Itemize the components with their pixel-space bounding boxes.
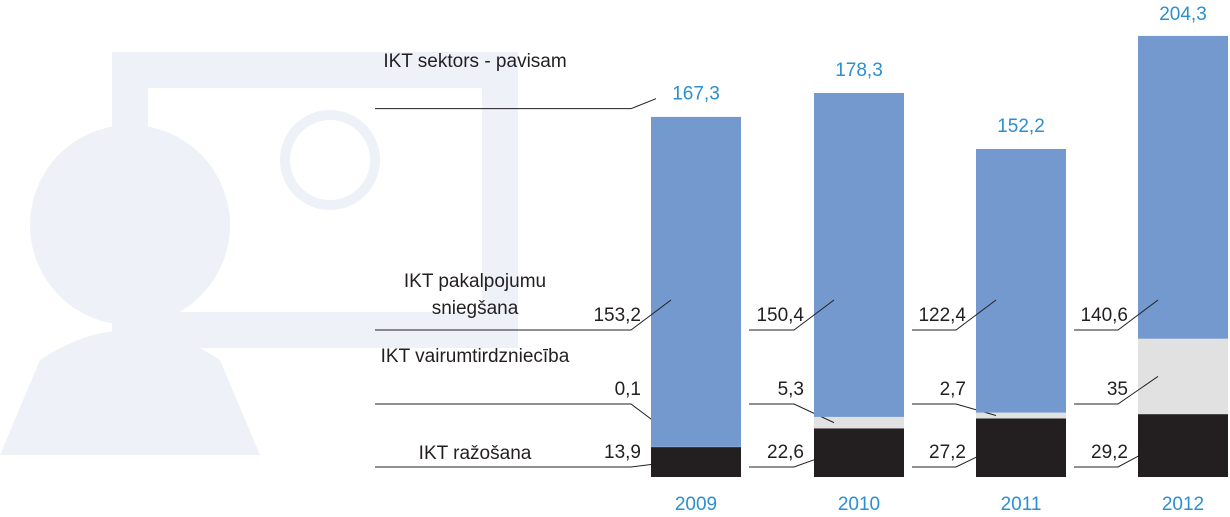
legend-label: IKT pakalpojumu sniegšana bbox=[365, 268, 585, 322]
value-label: 122,4 bbox=[918, 305, 966, 326]
value-label: 29,2 bbox=[1091, 442, 1128, 463]
value-label: 27,2 bbox=[929, 442, 966, 463]
value-label: 13,9 bbox=[604, 442, 641, 463]
bar-segment bbox=[651, 117, 741, 447]
chart: 13,9 0,1 153,2 167,3 2009 22,6 5,3 150,4 178,3 20… bbox=[0, 0, 1230, 517]
x-tick-label: 2010 bbox=[838, 494, 880, 515]
total-label: 167,3 bbox=[672, 84, 720, 105]
bar-segment bbox=[976, 418, 1066, 477]
value-label: 35 bbox=[1107, 379, 1128, 400]
total-label: 152,2 bbox=[997, 116, 1045, 137]
bar-segment bbox=[651, 447, 741, 477]
total-label: 178,3 bbox=[835, 60, 883, 81]
legend-label: IKT sektors - pavisam bbox=[365, 48, 585, 75]
bar-segment bbox=[814, 417, 904, 428]
legend-label: IKT vairumtirdzniecība bbox=[365, 343, 585, 370]
bar-segment bbox=[976, 149, 1066, 413]
bar-segment bbox=[1138, 36, 1228, 339]
total-label: 204,3 bbox=[1159, 4, 1207, 25]
value-label: 22,6 bbox=[767, 442, 804, 463]
bar-segment bbox=[1138, 339, 1228, 414]
value-label: 0,1 bbox=[615, 379, 641, 400]
value-label: 150,4 bbox=[756, 305, 804, 326]
bar-segment bbox=[1138, 414, 1228, 477]
bar-segment bbox=[814, 428, 904, 477]
watermark bbox=[0, 70, 500, 455]
value-label: 140,6 bbox=[1080, 305, 1128, 326]
legend-label: IKT ražošana bbox=[365, 440, 585, 467]
x-tick-label: 2009 bbox=[675, 494, 717, 515]
x-tick-label: 2011 bbox=[1001, 494, 1042, 515]
value-label: 5,3 bbox=[778, 379, 804, 400]
chart-canvas: 13,9 0,1 153,2 167,3 2009 22,6 5,3 150,4 178,3 20… bbox=[0, 0, 1230, 517]
leader-line bbox=[375, 404, 671, 434]
bar-segment bbox=[814, 93, 904, 417]
value-label: 153,2 bbox=[593, 305, 641, 326]
value-label: 2,7 bbox=[940, 379, 966, 400]
x-tick-label: 2012 bbox=[1162, 494, 1204, 515]
